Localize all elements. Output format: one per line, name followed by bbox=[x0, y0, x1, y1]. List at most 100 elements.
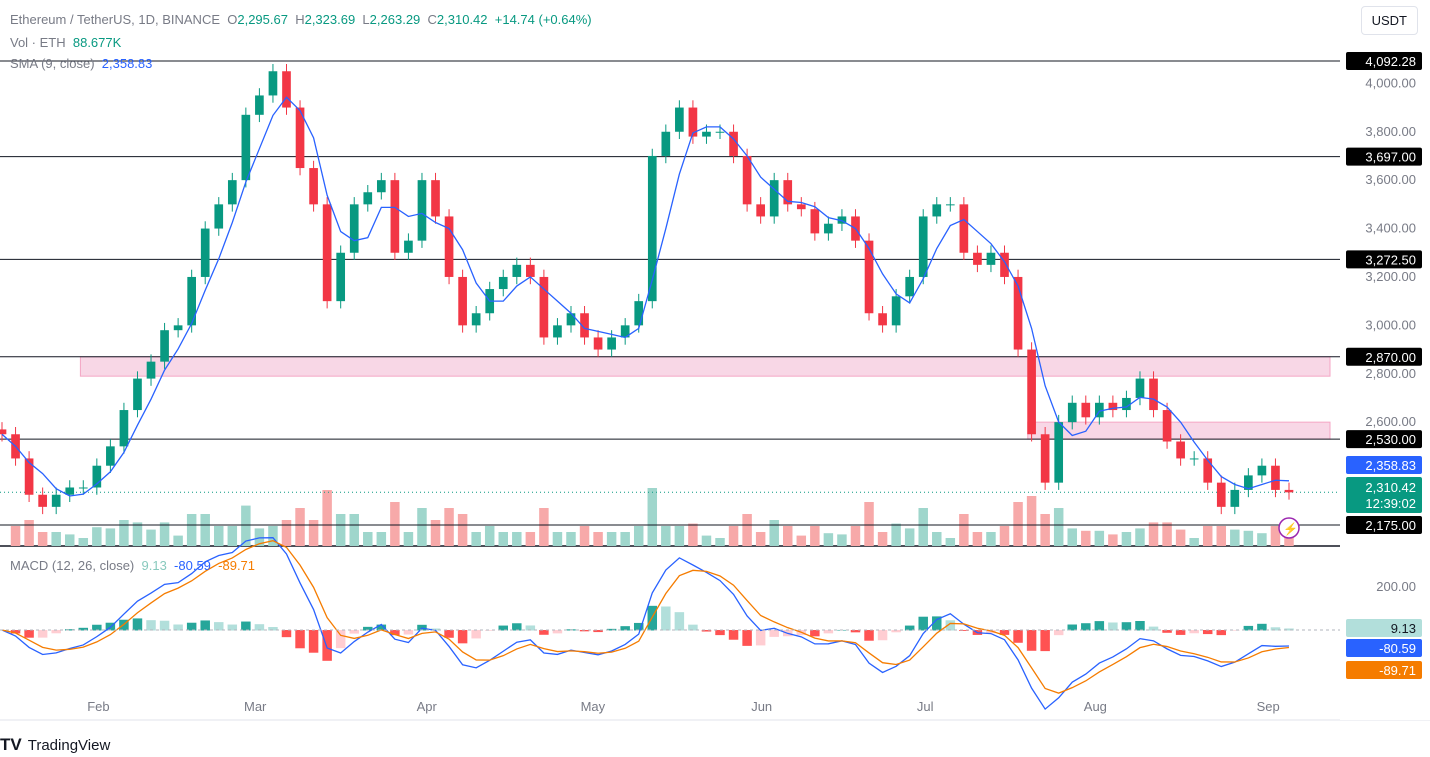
lightning-icon[interactable] bbox=[1278, 517, 1300, 539]
candle bbox=[1040, 434, 1050, 483]
macd-histogram-bar bbox=[715, 630, 725, 636]
candle bbox=[404, 240, 413, 253]
currency-button[interactable]: USDT bbox=[1360, 6, 1418, 35]
candle bbox=[1054, 422, 1064, 483]
macd-histogram-bar bbox=[661, 606, 671, 631]
volume-bar bbox=[810, 526, 820, 546]
candle bbox=[376, 180, 386, 193]
volume-bar bbox=[932, 532, 942, 546]
macd-histogram-bar bbox=[959, 630, 969, 631]
candle bbox=[1149, 378, 1158, 411]
volume-bar bbox=[986, 532, 996, 546]
volume-bar bbox=[633, 526, 644, 546]
volume-bar bbox=[1284, 536, 1294, 546]
candle bbox=[24, 458, 34, 495]
volume-bar bbox=[335, 514, 346, 546]
macd-histogram-bar bbox=[769, 630, 779, 637]
candle bbox=[363, 192, 373, 205]
macd-histogram-bar bbox=[471, 630, 481, 639]
supply-zone bbox=[79, 356, 1331, 377]
level-label bbox=[1346, 250, 1422, 269]
candle bbox=[878, 313, 887, 326]
macd-histogram-bar bbox=[891, 630, 901, 633]
macd-histogram-bar bbox=[552, 630, 563, 634]
macd-histogram-bar bbox=[593, 630, 603, 633]
candle bbox=[688, 107, 698, 137]
symbol-legend: Ethereum / TetherUS, 1D, BINANCE O2,295.… bbox=[10, 12, 592, 27]
macd-tick-label: 200.00 bbox=[1376, 579, 1416, 594]
level-label-text: 4,092.28 bbox=[1365, 54, 1416, 69]
candle bbox=[1095, 402, 1104, 418]
time-tick-label: Apr bbox=[417, 699, 438, 714]
volume-bar bbox=[552, 532, 563, 546]
candle bbox=[593, 337, 603, 350]
macd-histogram-bar bbox=[268, 627, 278, 631]
level-label-text: 2,530.00 bbox=[1365, 432, 1416, 447]
candle bbox=[945, 204, 955, 206]
candle bbox=[336, 252, 346, 302]
volume-bar bbox=[1067, 528, 1077, 546]
candle bbox=[526, 264, 535, 277]
volume-bar bbox=[688, 523, 698, 546]
candle bbox=[119, 410, 129, 447]
candle bbox=[1203, 458, 1213, 483]
macd-histogram-bar bbox=[10, 630, 21, 634]
volume-bar bbox=[430, 520, 441, 546]
candle bbox=[1271, 465, 1280, 490]
volume-bar bbox=[92, 527, 102, 546]
macd-histogram-bar bbox=[1270, 627, 1281, 631]
sma-price-label-text: 2,358.83 bbox=[1365, 458, 1416, 473]
volume-bar bbox=[769, 520, 779, 546]
candle bbox=[756, 204, 765, 217]
price-tick-label: 3,400.00 bbox=[1365, 221, 1416, 236]
volume-bar bbox=[24, 520, 34, 546]
volume-bar bbox=[484, 526, 495, 546]
macd-histogram-bar bbox=[539, 630, 549, 635]
candle bbox=[38, 494, 47, 507]
time-tick-label: Feb bbox=[87, 699, 109, 714]
macd-histogram-bar bbox=[1230, 630, 1240, 631]
volume-bar bbox=[918, 508, 928, 546]
volume-bar bbox=[349, 514, 359, 546]
candle bbox=[620, 325, 630, 338]
volume-bar bbox=[1148, 522, 1159, 546]
candle bbox=[187, 276, 196, 326]
macd-histogram-bar bbox=[146, 620, 156, 631]
candle bbox=[498, 276, 508, 290]
candle bbox=[810, 209, 820, 234]
macd-histogram-bar bbox=[1053, 630, 1064, 636]
level-label bbox=[1346, 147, 1422, 166]
volume-bar bbox=[10, 526, 21, 546]
volume-bar bbox=[457, 514, 468, 546]
candle bbox=[227, 180, 237, 205]
macd-histogram-bar bbox=[1202, 630, 1213, 635]
volume-bar bbox=[620, 532, 630, 546]
macd-histogram-bar bbox=[810, 630, 820, 637]
time-tick-label: Jul bbox=[917, 699, 934, 714]
volume-bar bbox=[281, 520, 292, 546]
macd-histogram-bar bbox=[1284, 628, 1294, 631]
price-tick-label: 3,600.00 bbox=[1365, 172, 1416, 187]
volume-bar bbox=[783, 526, 793, 546]
level-label-text: 3,697.00 bbox=[1365, 150, 1416, 165]
candle bbox=[634, 301, 644, 326]
lightning-glyph: ⚡ bbox=[1283, 522, 1298, 536]
macd-histogram-bar bbox=[932, 616, 942, 631]
macd-histogram-bar bbox=[1121, 622, 1132, 631]
macd-histogram-bar bbox=[37, 630, 48, 638]
level-label-text: 2,870.00 bbox=[1365, 350, 1416, 365]
volume-bar bbox=[444, 508, 454, 546]
candle bbox=[661, 131, 671, 156]
signal-value-label-text: -89.71 bbox=[1379, 663, 1416, 678]
candle bbox=[905, 276, 915, 297]
candle bbox=[553, 325, 562, 338]
macd-histogram-bar bbox=[227, 624, 238, 631]
candle bbox=[796, 204, 806, 210]
candle bbox=[1176, 441, 1185, 459]
candle bbox=[729, 131, 738, 156]
macd-histogram-bar bbox=[308, 630, 319, 653]
volume-bar bbox=[661, 526, 671, 546]
candle bbox=[1122, 397, 1131, 411]
macd-histogram-bar bbox=[1243, 625, 1254, 631]
